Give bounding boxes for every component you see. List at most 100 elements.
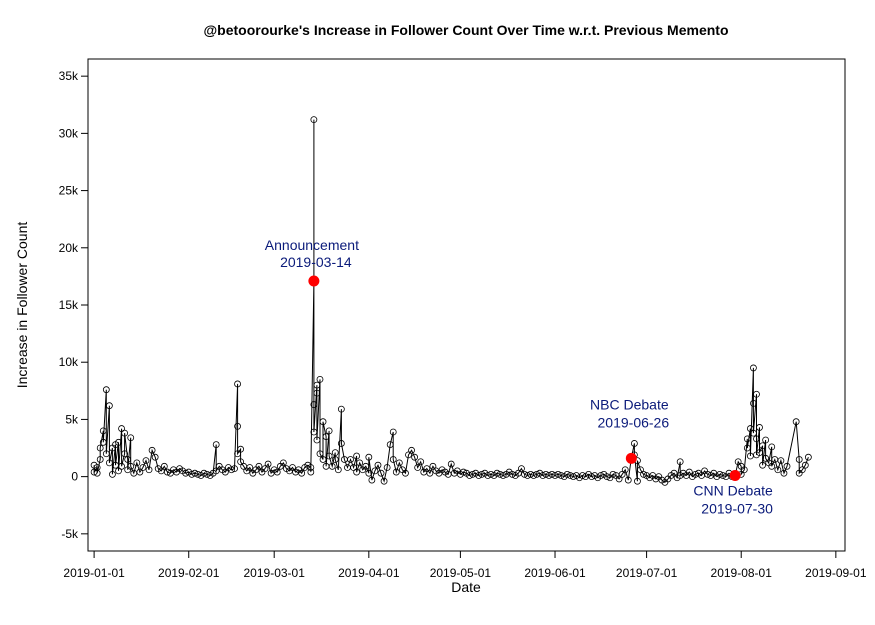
y-tick-label: 30k <box>59 126 79 140</box>
data-point <box>563 470 571 478</box>
data-point <box>337 405 345 413</box>
highlight-point <box>308 275 320 287</box>
annotation-date: 2019-06-26 <box>598 414 670 430</box>
annotation-label: Announcement <box>265 237 359 253</box>
data-point <box>102 450 110 458</box>
data-point <box>798 466 806 474</box>
data-point <box>99 427 107 435</box>
data-points <box>90 116 812 486</box>
data-point <box>395 459 403 467</box>
data-point <box>426 469 434 477</box>
data-point <box>624 476 632 484</box>
data-point <box>289 464 296 471</box>
data-point <box>90 468 98 476</box>
data-point <box>331 456 339 463</box>
data-point <box>423 465 431 473</box>
data-point <box>337 440 345 447</box>
data-point <box>234 380 241 388</box>
data-point <box>389 428 397 436</box>
data-point <box>518 465 525 473</box>
data-point <box>148 446 156 454</box>
data-point <box>746 425 754 432</box>
data-point <box>279 459 287 467</box>
data-point <box>389 456 397 463</box>
data-point <box>313 436 321 444</box>
data-point <box>93 469 101 477</box>
data-point <box>615 475 623 483</box>
data-point <box>102 386 110 394</box>
data-point <box>136 468 144 476</box>
data-point <box>777 457 785 465</box>
data-point <box>762 454 770 462</box>
data-point <box>386 441 394 448</box>
data-point <box>634 477 641 485</box>
x-tick-label: 2019-09-01 <box>805 566 867 580</box>
x-tick-label: 2019-08-01 <box>711 566 773 580</box>
data-point <box>392 468 400 476</box>
data-point <box>133 459 141 467</box>
data-point <box>121 429 129 437</box>
x-tick-label: 2019-03-01 <box>244 566 306 580</box>
y-tick-label: 15k <box>59 298 79 312</box>
data-point <box>603 473 611 481</box>
y-tick-label: 10k <box>59 355 79 369</box>
data-point <box>307 468 315 476</box>
data-point <box>756 424 763 431</box>
data-point <box>750 364 757 372</box>
data-point <box>408 446 415 454</box>
data-point <box>762 436 770 444</box>
data-point <box>316 375 324 383</box>
data-point <box>310 428 318 436</box>
data-point <box>121 450 129 458</box>
data-point <box>237 445 245 453</box>
data-point <box>353 468 361 476</box>
data-point <box>801 461 809 469</box>
data-point <box>350 464 357 471</box>
data-point <box>630 440 638 447</box>
series-path <box>93 119 809 483</box>
data-point <box>234 450 241 458</box>
data-point <box>234 422 241 430</box>
data-point <box>792 418 800 426</box>
data-point <box>768 443 776 451</box>
data-point <box>402 469 409 477</box>
data-point <box>231 465 238 473</box>
data-point <box>356 459 364 467</box>
data-point <box>127 434 135 442</box>
data-point <box>383 464 391 471</box>
data-point <box>212 441 220 448</box>
data-point <box>447 460 455 468</box>
data-point <box>151 453 159 461</box>
data-point <box>191 469 199 477</box>
data-point <box>319 456 327 463</box>
data-point <box>795 456 803 463</box>
data-point <box>750 399 757 407</box>
data-point <box>670 469 678 477</box>
data-point <box>618 470 626 478</box>
data-point <box>200 469 208 477</box>
data-point <box>313 381 321 389</box>
data-point <box>676 458 684 466</box>
data-point <box>96 444 104 452</box>
x-tick-label: 2019-06-01 <box>524 566 586 580</box>
highlight-point <box>729 469 741 481</box>
data-point <box>750 429 757 437</box>
data-point <box>374 461 382 469</box>
data-point <box>118 462 125 470</box>
data-point <box>109 470 116 478</box>
data-point <box>734 458 742 466</box>
data-point <box>411 453 419 461</box>
data-point <box>273 468 281 476</box>
data-point <box>142 457 150 465</box>
data-point <box>621 466 629 474</box>
data-point <box>637 466 644 474</box>
data-point <box>237 458 245 466</box>
data-point <box>221 468 229 476</box>
data-point <box>368 476 376 484</box>
data-point <box>362 462 370 470</box>
data-point <box>466 472 473 479</box>
data-point <box>313 389 321 397</box>
y-axis-label: Increase in Follower Count <box>14 222 30 389</box>
